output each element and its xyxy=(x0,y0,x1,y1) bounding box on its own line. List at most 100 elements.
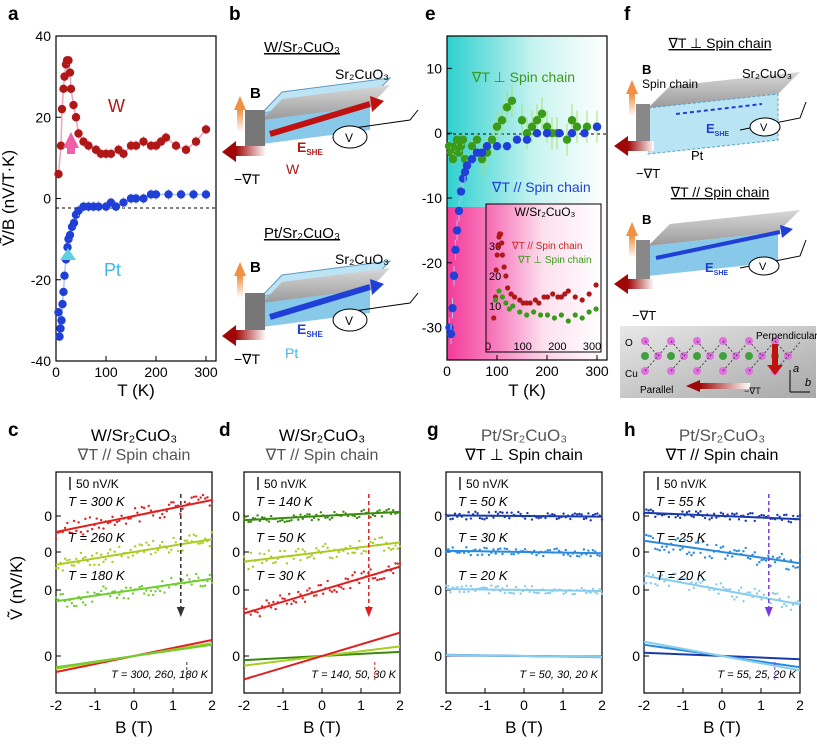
chart-h-data-dot xyxy=(703,516,707,520)
chart-d-data-dot xyxy=(349,544,352,548)
chart-a-point xyxy=(191,137,201,146)
chart-h-data-dot xyxy=(737,549,741,552)
chart-g-data-dot xyxy=(519,512,522,516)
chart-g-data-dot xyxy=(600,518,604,521)
chart-h-data-dot xyxy=(676,537,680,540)
f-top-gradt-label: −∇T xyxy=(636,166,660,181)
chart-c-data-dot xyxy=(188,578,191,581)
chart-c-data-dot xyxy=(120,554,123,558)
chart-a-point xyxy=(139,194,148,203)
chart-h-xtick-label: 1 xyxy=(757,697,765,713)
chart-h-data-dot xyxy=(690,581,693,584)
inset-point-perp xyxy=(551,315,558,321)
chart-a-point xyxy=(65,230,75,240)
chart-g-data-dot xyxy=(587,549,590,552)
chart-h-data-dot xyxy=(647,572,650,575)
chart-d-data-dot xyxy=(333,510,336,514)
chart-c-data-dot xyxy=(106,552,110,555)
chart-h-data-dot xyxy=(663,548,666,552)
chart-c-data-dot xyxy=(77,521,80,524)
chart-c-data-dot xyxy=(152,514,155,517)
chart-d-data-dot xyxy=(328,556,332,559)
chart-d-data-dot xyxy=(321,592,325,595)
chart-h-data-dot xyxy=(740,586,743,589)
chart-a-point xyxy=(64,56,73,65)
chart-a-point xyxy=(171,141,181,150)
chart-d-data-dot xyxy=(376,578,379,582)
chart-h-data-dot xyxy=(764,559,768,562)
chart-h-data-dot xyxy=(726,513,729,516)
chart-h-data-dot xyxy=(780,552,784,556)
chart-a-point xyxy=(65,68,75,77)
chart-c-data-dot xyxy=(140,505,144,509)
chart-a-point xyxy=(139,137,148,146)
chart-g-data-dot xyxy=(469,553,473,557)
chart-h-data-dot xyxy=(735,595,738,599)
chart-d-xtick-label: 2 xyxy=(396,697,404,713)
panel-letter-h: h xyxy=(624,420,636,441)
chart-h-data-dot xyxy=(715,516,718,519)
chart-h-data-dot xyxy=(773,561,777,564)
chart-h-data-dot xyxy=(776,556,779,560)
chart-d-data-dot xyxy=(335,590,338,594)
chart-c-data-dot xyxy=(118,545,121,549)
chart-a-point xyxy=(161,133,171,142)
chart-c-data-dot xyxy=(90,600,94,603)
inset-point-perp xyxy=(517,309,523,315)
chart-h-data-dot xyxy=(715,543,718,547)
inset-point-par xyxy=(562,291,568,297)
chart-c-data-dot xyxy=(197,542,200,545)
chart-g-data-dot xyxy=(589,554,592,558)
chart-c-data-dot xyxy=(156,587,159,590)
chart-g-data-dot xyxy=(480,517,484,520)
chart-d-xtick-label: -2 xyxy=(238,697,251,713)
inset-point-par xyxy=(517,297,523,303)
chart-d-data-dot xyxy=(371,541,375,545)
chart-d-data-dot xyxy=(398,512,402,515)
chart-c-data-dot xyxy=(79,551,83,555)
chart-d-data-dot xyxy=(340,586,343,589)
chart-h-data-dot xyxy=(674,538,677,542)
chart-h-data-dot xyxy=(749,591,752,594)
chart-g-data-dot xyxy=(553,548,556,551)
chart-a-point xyxy=(164,190,173,199)
chart-h-data-dot xyxy=(753,587,756,591)
chart-d-data-dot xyxy=(315,547,318,550)
chart-a-point xyxy=(55,332,64,341)
chart-d-data-dot xyxy=(315,594,318,597)
inset-point-par xyxy=(532,297,538,303)
chart-c-data-dot xyxy=(88,516,92,519)
chart-d-data-dot xyxy=(371,513,375,517)
chart-g-scalebar-label: 50 nV/K xyxy=(466,477,509,491)
chart-d-data-dot xyxy=(251,565,255,568)
w-eshe-head xyxy=(370,96,384,112)
chart-g-data-dot xyxy=(501,552,504,556)
chart-h-data-dot xyxy=(683,538,686,542)
chart-d-data-dot xyxy=(242,606,246,610)
chart-e-point xyxy=(492,141,502,151)
chart-d-data-dot xyxy=(392,509,395,512)
chart-g-data-dot xyxy=(483,586,486,589)
chart-h-data-dot xyxy=(760,513,763,517)
chart-d-xlabel: B (T) xyxy=(303,718,341,737)
chart-a-point xyxy=(131,141,141,150)
chart-c-data-dot xyxy=(104,558,107,561)
chart-d-data-dot xyxy=(292,599,295,603)
chart-d-data-dot xyxy=(387,546,390,550)
chart-g-data-dot xyxy=(544,592,547,595)
chart-h-data-dot xyxy=(678,516,682,520)
pt-gradt-arrow-head xyxy=(222,325,236,346)
chart-h-data-dot xyxy=(690,553,693,557)
chart-d-data-dot xyxy=(382,549,386,552)
chart-d-data-dot xyxy=(330,516,334,520)
chart-g-data-dot xyxy=(591,587,595,591)
chart-g-data-dot xyxy=(447,584,450,588)
chart-h-data-dot xyxy=(755,563,759,567)
chart-a-ytick-label: 0 xyxy=(43,191,51,207)
lattice-cu-label: Cu xyxy=(625,369,638,380)
chart-h-data-dot xyxy=(685,577,689,581)
chart-d-data-dot xyxy=(265,599,268,602)
b-bottom-title: Pt/Sr₂CuO₃ xyxy=(264,225,340,242)
chart-c-data-dot xyxy=(93,591,96,594)
